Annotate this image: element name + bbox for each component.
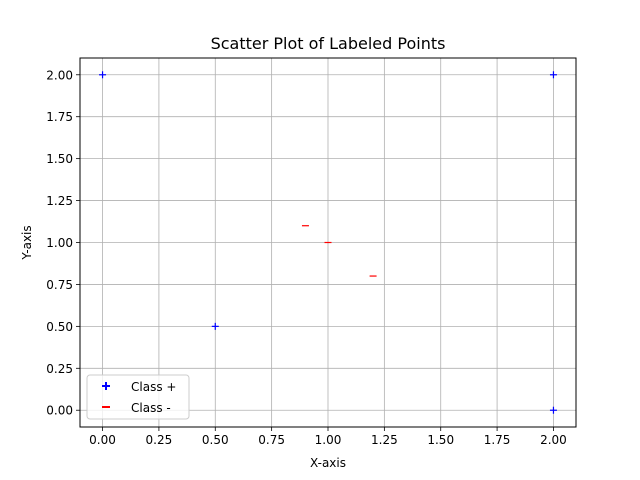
y-tick-label: 0.25 bbox=[46, 362, 73, 376]
data-point-class-plus bbox=[211, 322, 219, 330]
plot-area-frame bbox=[79, 57, 577, 428]
legend-marker-class-plus bbox=[102, 382, 110, 390]
y-axis-label: Y-axis bbox=[20, 225, 34, 260]
legend-label-class-minus: Class - bbox=[131, 401, 171, 415]
y-tick-label: 0.75 bbox=[46, 278, 73, 292]
y-tick-label: 1.25 bbox=[46, 194, 73, 208]
x-tick-label: 2.00 bbox=[540, 433, 567, 447]
y-tick-label: 2.00 bbox=[46, 68, 73, 82]
x-tick-label: 0.00 bbox=[89, 433, 116, 447]
y-tick-label: 1.00 bbox=[46, 236, 73, 250]
data-points bbox=[99, 71, 557, 414]
x-tick-label: 1.00 bbox=[315, 433, 342, 447]
data-point-class-plus bbox=[99, 71, 107, 79]
legend: Class + Class - bbox=[86, 374, 190, 420]
y-tick-label: 1.50 bbox=[46, 152, 73, 166]
legend-label-class-plus: Class + bbox=[131, 380, 176, 394]
y-tick-label: 0.50 bbox=[46, 320, 73, 334]
axis-ticks: 0.00 0.25 0.50 0.75 1.00 1.25 1.50 1.75 2.00 0.00… bbox=[46, 68, 567, 447]
x-tick-label: 1.50 bbox=[427, 433, 454, 447]
x-tick-label: 0.25 bbox=[146, 433, 173, 447]
data-point-class-plus bbox=[549, 406, 557, 414]
x-tick-label: 0.50 bbox=[202, 433, 229, 447]
x-axis-label: X-axis bbox=[310, 456, 346, 470]
x-tick-label: 1.75 bbox=[484, 433, 511, 447]
x-tick-label: 1.25 bbox=[371, 433, 398, 447]
x-tick-label: 0.75 bbox=[258, 433, 285, 447]
chart-title: Scatter Plot of Labeled Points bbox=[211, 34, 446, 53]
y-tick-label: 0.00 bbox=[46, 404, 73, 418]
legend-plus-marker bbox=[102, 382, 110, 390]
y-tick-label: 1.75 bbox=[46, 110, 73, 124]
legend-frame bbox=[86, 374, 190, 420]
data-point-class-plus bbox=[549, 71, 557, 79]
